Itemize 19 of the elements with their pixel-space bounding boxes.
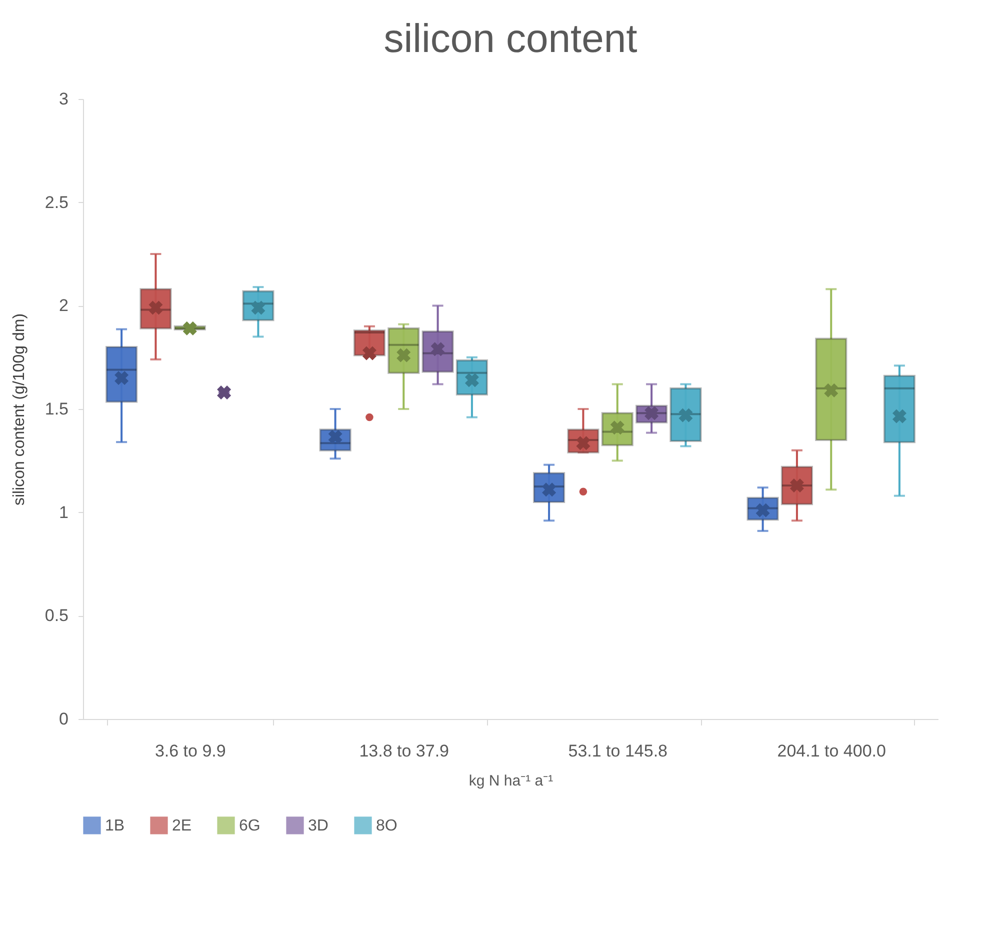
y-tick-label: 2.5 bbox=[44, 192, 68, 212]
x-tick-label: 3.6 to 9.9 bbox=[154, 742, 226, 760]
legend-label: 6G bbox=[239, 817, 260, 834]
y-tick-label: 2 bbox=[59, 296, 68, 316]
legend-label: 3D bbox=[308, 817, 328, 834]
y-tick-label: 1 bbox=[59, 502, 68, 522]
legend-label: 1B bbox=[105, 817, 125, 834]
y-tick-label: 0.5 bbox=[44, 606, 68, 626]
legend-label: 8O bbox=[376, 817, 398, 834]
x-tick-label: 204.1 to 400.0 bbox=[777, 742, 886, 760]
y-tick-label: 0 bbox=[59, 710, 68, 728]
x-axis-title: kg N ha⁻¹ a⁻¹ bbox=[468, 772, 554, 790]
y-tick-label: 1.5 bbox=[44, 400, 68, 418]
y-axis-title: silicon content (g/100g dm) bbox=[10, 313, 28, 506]
x-tick-label: 13.8 to 37.9 bbox=[359, 742, 450, 760]
legend-label: 2E bbox=[172, 817, 192, 834]
chart-title: silicon content bbox=[384, 17, 638, 61]
x-tick-label: 53.1 to 145.8 bbox=[568, 742, 668, 760]
y-tick-label: 3 bbox=[59, 90, 68, 108]
